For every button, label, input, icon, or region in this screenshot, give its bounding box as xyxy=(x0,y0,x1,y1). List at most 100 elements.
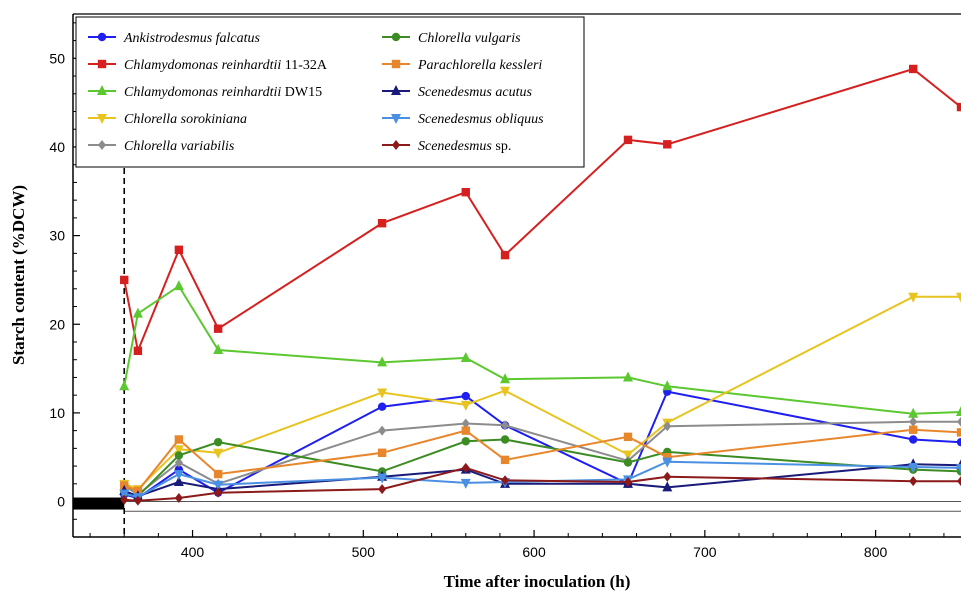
y-tick-label: 10 xyxy=(49,405,65,421)
x-tick-label: 400 xyxy=(181,544,205,560)
data-point xyxy=(174,451,184,460)
data-point xyxy=(377,448,387,457)
data-point xyxy=(623,458,633,467)
legend-entry: Chlorella variabilis xyxy=(124,139,235,154)
data-point xyxy=(378,425,387,436)
legend-entry: Scenedesmus sp. xyxy=(418,139,511,154)
data-point xyxy=(662,481,673,492)
x-tick-label: 800 xyxy=(864,544,888,560)
legend-swatch-marker xyxy=(97,114,107,124)
data-point xyxy=(500,373,511,384)
dark-phase-bar xyxy=(73,497,125,510)
series-1 xyxy=(120,64,961,356)
data-point xyxy=(909,416,918,427)
y-tick-label: 50 xyxy=(49,50,65,66)
data-point xyxy=(662,457,673,468)
data-point xyxy=(956,292,961,303)
data-point xyxy=(460,351,471,362)
legend-swatch-marker xyxy=(391,59,401,69)
data-point xyxy=(956,428,961,437)
data-point xyxy=(120,494,129,505)
data-point xyxy=(957,416,961,427)
data-point xyxy=(908,407,919,418)
x-axis-title: Time after inoculation (h) xyxy=(444,572,631,591)
data-point xyxy=(378,484,387,495)
legend-entry: Scenedesmus obliquus xyxy=(418,112,544,127)
data-point xyxy=(623,450,633,461)
legend-swatch-marker xyxy=(97,59,107,69)
data-point xyxy=(213,469,223,479)
series-line xyxy=(123,295,961,491)
legend-swatch-marker xyxy=(391,114,401,124)
data-point xyxy=(377,219,387,228)
data-point xyxy=(133,346,143,356)
data-point xyxy=(174,435,184,444)
data-point xyxy=(133,495,142,506)
data-point xyxy=(909,476,918,487)
data-point xyxy=(132,307,143,318)
data-point xyxy=(213,437,223,447)
data-point xyxy=(173,445,184,456)
y-tick-label: 20 xyxy=(49,316,65,332)
x-tick-label: 600 xyxy=(522,544,546,560)
data-point xyxy=(623,432,633,442)
data-point xyxy=(461,462,470,473)
x-tick-label: 500 xyxy=(352,544,376,560)
y-tick-label: 0 xyxy=(57,494,65,510)
data-point xyxy=(213,343,224,354)
axes: 0 10 20 30 40 50 400 500 600 700 800 xyxy=(49,13,961,560)
legend-entry: Chlorella vulgaris xyxy=(418,31,521,46)
series-layer xyxy=(119,64,961,506)
data-point xyxy=(174,492,183,503)
data-point xyxy=(213,324,223,333)
series-5 xyxy=(120,435,961,501)
data-point xyxy=(174,457,183,468)
legend-swatch-marker xyxy=(97,32,107,42)
data-point xyxy=(624,477,632,488)
legend-entry: Scenedesmus acutus xyxy=(418,85,532,100)
data-point xyxy=(377,402,387,411)
series-4 xyxy=(120,416,961,500)
data-point xyxy=(120,275,129,285)
data-point xyxy=(119,380,130,391)
data-point xyxy=(460,478,471,489)
data-point xyxy=(956,437,961,447)
data-point xyxy=(956,102,961,112)
data-point xyxy=(623,135,633,145)
data-point xyxy=(500,386,511,397)
data-point xyxy=(500,250,510,260)
legend-swatch-marker xyxy=(98,140,106,150)
data-point xyxy=(908,64,918,74)
data-point xyxy=(501,475,510,486)
data-point xyxy=(173,476,184,487)
data-point xyxy=(500,435,510,444)
data-point xyxy=(460,400,471,411)
data-point xyxy=(663,471,672,482)
data-point xyxy=(957,476,961,487)
data-point xyxy=(908,462,919,473)
legend-box xyxy=(75,16,585,168)
data-point xyxy=(173,280,184,291)
data-point xyxy=(461,418,470,429)
legend-entry: Ankistrodesmus falcatus xyxy=(123,31,261,46)
data-point xyxy=(623,371,633,382)
x-tick-label: 700 xyxy=(693,544,717,560)
data-point xyxy=(461,391,470,401)
data-point xyxy=(500,455,510,465)
legend-swatch-marker xyxy=(97,85,107,95)
data-point xyxy=(908,292,919,303)
data-point xyxy=(908,425,918,434)
data-point xyxy=(662,380,673,391)
legend-swatch-marker xyxy=(391,32,401,42)
data-point xyxy=(213,480,224,491)
data-point xyxy=(663,140,672,149)
data-point xyxy=(173,470,184,481)
legend-entry: Chlamydomonas reinhardtii 11-32A xyxy=(124,58,328,73)
legend: Ankistrodesmus falcatus Chlamydomonas rei… xyxy=(75,16,585,168)
data-point xyxy=(377,473,388,484)
data-point xyxy=(663,421,672,432)
data-point xyxy=(501,420,510,431)
series-2 xyxy=(119,280,961,418)
y-tick-label: 40 xyxy=(49,139,65,155)
